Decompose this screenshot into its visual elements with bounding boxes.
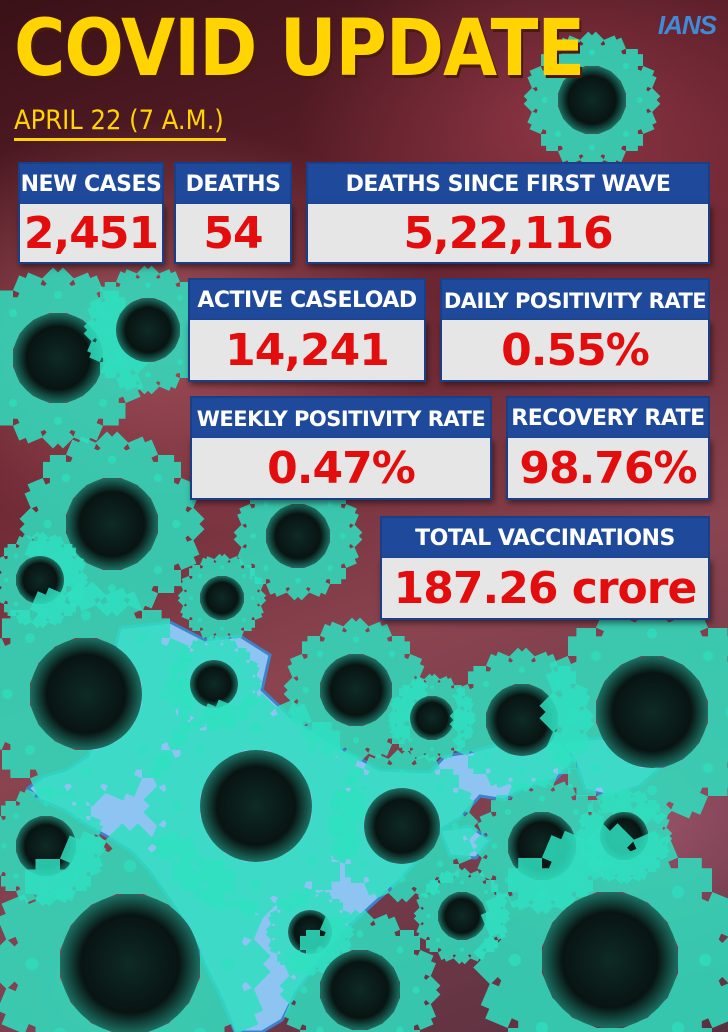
- stat-label: RECOVERY RATE: [506, 396, 710, 438]
- page-title: COVID UPDATE: [14, 2, 585, 94]
- stat-total-vaccinations: TOTAL VACCINATIONS 187.26 crore: [380, 516, 710, 620]
- stat-deaths-since-first-wave: DEATHS SINCE FIRST WAVE 5,22,116: [306, 162, 710, 264]
- stat-label: DEATHS: [174, 162, 292, 204]
- stat-new-cases: NEW CASES 2,451: [18, 162, 164, 264]
- stat-value: 5,22,116: [306, 204, 710, 264]
- stat-recovery-rate: RECOVERY RATE 98.76%: [506, 396, 710, 500]
- stat-value: 14,241: [188, 320, 426, 382]
- stat-label: TOTAL VACCINATIONS: [380, 516, 710, 558]
- stat-deaths: DEATHS 54: [174, 162, 292, 264]
- stat-weekly-positivity-rate: WEEKLY POSITIVITY RATE 0.47%: [190, 396, 492, 500]
- stat-value: 98.76%: [506, 438, 710, 500]
- stat-value: 187.26 crore: [380, 558, 710, 620]
- stat-active-caseload: ACTIVE CASELOAD 14,241: [188, 278, 426, 382]
- stat-daily-positivity-rate: DAILY POSITIVITY RATE 0.55%: [440, 278, 710, 382]
- stat-value: 54: [174, 204, 292, 264]
- stat-value: 0.55%: [440, 320, 710, 382]
- stat-value: 0.47%: [190, 438, 492, 500]
- stat-label: DAILY POSITIVITY RATE: [440, 278, 710, 320]
- brand-logo: IANS: [657, 10, 717, 40]
- stat-value: 2,451: [18, 204, 164, 264]
- update-date: APRIL 22 (7 A.M.): [14, 104, 226, 141]
- stat-label: WEEKLY POSITIVITY RATE: [190, 396, 492, 438]
- stat-label: NEW CASES: [18, 162, 164, 204]
- stat-label: DEATHS SINCE FIRST WAVE: [306, 162, 710, 204]
- stat-label: ACTIVE CASELOAD: [188, 278, 426, 320]
